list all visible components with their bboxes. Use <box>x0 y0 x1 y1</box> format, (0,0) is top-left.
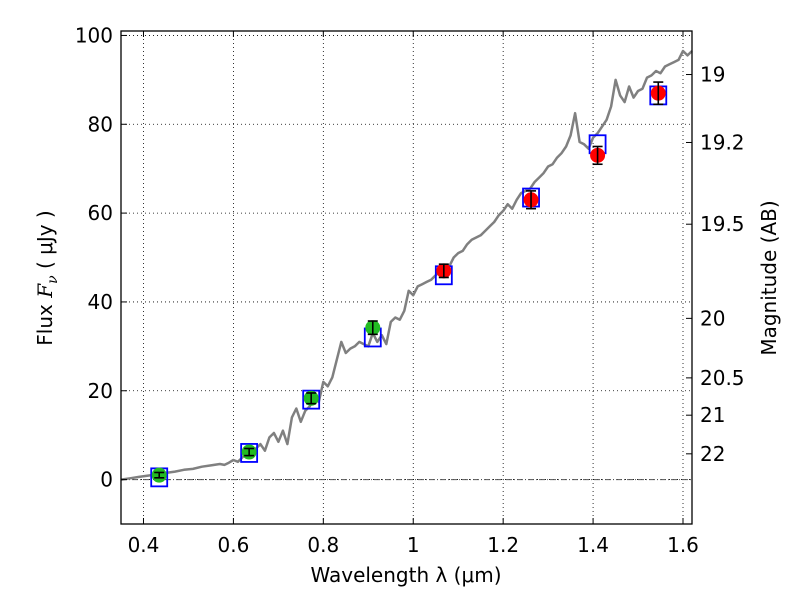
x-tick-label: 1.4 <box>577 533 609 557</box>
y2-tick-label: 19.2 <box>700 130 745 154</box>
observed-photometry-series <box>151 81 666 483</box>
y2-tick-label: 21 <box>700 403 725 427</box>
y2-tick-label: 19.5 <box>700 212 745 236</box>
y2-tick-label: 20.5 <box>700 366 745 390</box>
model-point <box>302 389 321 410</box>
y-axis-label-main: Flux <box>33 298 57 346</box>
y-axis-label-symbol: F <box>33 283 57 299</box>
y-axis-label-subscript: ν <box>45 275 61 284</box>
y-tick-label: 80 <box>88 112 113 136</box>
x-axis-label: Wavelength λ (μm) <box>310 563 501 587</box>
x-axis-ticks: 0.4 0.6 0.8 1 1.2 1.4 1.6 <box>128 31 699 557</box>
plot-frame <box>120 30 693 525</box>
y2-axis-label: Magnitude (AB) <box>757 200 781 355</box>
x-tick-label: 1.6 <box>667 533 699 557</box>
y2-tick-label: 19 <box>700 63 725 87</box>
y2-tick-label: 22 <box>700 442 725 466</box>
y-tick-label: 60 <box>88 201 113 225</box>
y-tick-label: 20 <box>88 379 113 403</box>
y-axis-label-unit: ( μJy ) <box>33 210 57 275</box>
y-tick-label: 40 <box>88 290 113 314</box>
y-axis-ticks: 0 20 40 60 80 100 <box>75 23 127 492</box>
y2-tick-label: 20 <box>700 306 725 330</box>
y-tick-label: 100 <box>75 23 113 47</box>
model-point <box>240 443 259 463</box>
y2-axis-ticks: 19 19.2 19.5 20 20.5 21 22 <box>686 63 745 466</box>
x-tick-label: 1.2 <box>487 533 519 557</box>
x-tick-label: 0.6 <box>217 533 249 557</box>
y-axis-label: Flux Fν ( μJy ) <box>33 210 61 345</box>
x-tick-label: 1 <box>407 533 420 557</box>
x-tick-label: 0.8 <box>307 533 339 557</box>
x-tick-label: 0.4 <box>128 533 160 557</box>
y-tick-label: 0 <box>100 468 113 492</box>
